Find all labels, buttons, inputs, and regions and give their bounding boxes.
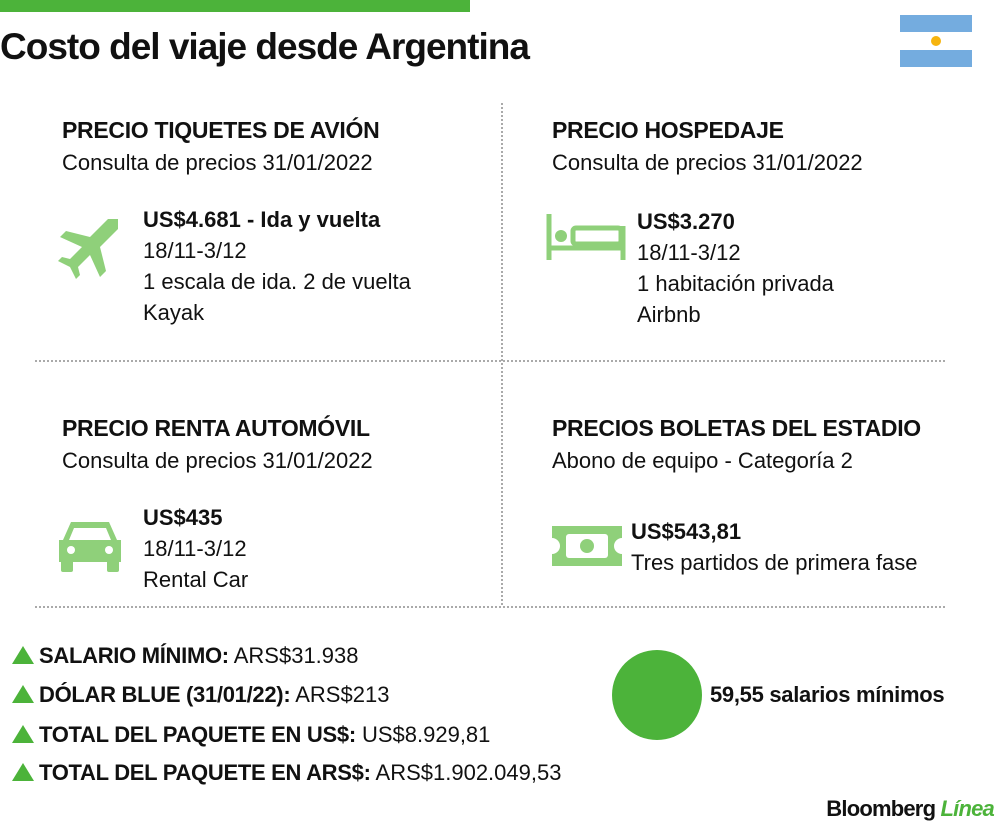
summary-label: TOTAL DEL PAQUETE EN ARS$: [39,760,371,785]
section-subtitle: Consulta de precios 31/01/2022 [62,150,373,175]
summary-label: TOTAL DEL PAQUETE EN US$: [39,722,356,747]
price: US$435 [143,505,223,530]
section-title: PRECIO TIQUETES DE AVIÓN [62,117,380,143]
price: US$543,81 [631,519,742,544]
car-icon [59,522,121,572]
divider [35,606,945,608]
detail: 1 escala de ida. 2 de vuelta [143,269,411,294]
section-lines: US$543,81 Tres partidos de primera fase [631,516,918,578]
flag [900,15,972,67]
summary-label: DÓLAR BLUE (31/01/22): [39,682,291,707]
detail: 18/11-3/12 [143,238,247,263]
section-subtitle: Consulta de precios 31/01/2022 [552,150,863,175]
detail: 18/11-3/12 [143,536,247,561]
top-bar [0,0,470,12]
summary-label: SALARIO MÍNIMO: [39,643,229,668]
summary-row: SALARIO MÍNIMO: ARS$31.938 [12,643,359,669]
divider [501,103,503,605]
detail: Rental Car [143,567,249,592]
summary-value: ARS$213 [295,682,390,707]
summary-value: ARS$31.938 [233,643,359,668]
callout-text: 59,55 salarios mínimos [710,682,945,707]
section-lines: US$435 18/11-3/12 Rental Car [143,502,248,595]
brand: Bloomberg [826,796,936,821]
section-subtitle: Abono de equipo - Categoría 2 [552,448,853,473]
section-title: PRECIOS BOLETAS DEL ESTADIO [552,415,921,441]
summary-row: TOTAL DEL PAQUETE EN ARS$: ARS$1.902.049… [12,760,561,786]
ticket-icon [552,526,622,566]
price: US$3.270 [637,209,735,234]
summary-value: ARS$1.902.049,53 [375,760,562,785]
summary-value: US$8.929,81 [361,722,491,747]
divider [35,360,945,362]
brand-sub: Línea [940,796,995,821]
section-lines: US$4.681 - Ida y vuelta 18/11-3/12 1 esc… [143,204,411,328]
section-title: PRECIO HOSPEDAJE [552,117,784,143]
section-lines: US$3.270 18/11-3/12 1 habitación privada… [637,206,834,330]
detail: Airbnb [637,302,701,327]
detail: 1 habitación privada [637,271,834,296]
title: Costo del viaje desde Argentina [0,26,530,67]
summary-row: DÓLAR BLUE (31/01/22): ARS$213 [12,682,389,708]
price: US$4.681 - Ida y vuelta [143,207,381,232]
plane-icon [58,219,118,279]
detail: 18/11-3/12 [637,240,741,265]
bed-icon [546,214,626,260]
callout-circle [612,650,702,740]
footer-logo: Bloomberg Línea [826,796,995,822]
summary-row: TOTAL DEL PAQUETE EN US$: US$8.929,81 [12,722,490,748]
detail: Tres partidos de primera fase [631,550,918,575]
detail: Kayak [143,300,205,325]
section-subtitle: Consulta de precios 31/01/2022 [62,448,373,473]
section-title: PRECIO RENTA AUTOMÓVIL [62,415,370,441]
